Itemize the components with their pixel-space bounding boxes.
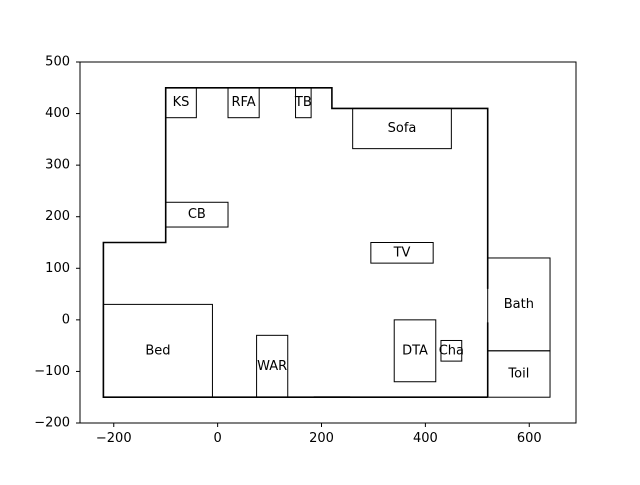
item-box-toil <box>487 350 551 398</box>
item-box-bed <box>102 303 213 398</box>
item-label-war: WAR <box>257 359 287 374</box>
y-tick-label: −100 <box>34 364 70 379</box>
item-label-cb: CB <box>188 207 206 222</box>
item-label-cha: Cha <box>439 343 464 358</box>
y-tick-label: 0 <box>62 312 70 327</box>
x-tick-label: −200 <box>96 431 132 446</box>
item-box-cb <box>165 201 229 228</box>
item-box-cha <box>440 339 463 362</box>
item-box-sofa <box>352 107 452 150</box>
y-tick-label: 100 <box>45 261 70 276</box>
y-tick-label: 500 <box>45 55 70 70</box>
item-label-rfa: RFA <box>231 95 255 110</box>
item-label-toil: Toil <box>507 367 529 382</box>
x-axis-ticks: −200 0 200 400 600 <box>96 423 542 446</box>
furniture-layer: KS RFA TB Sofa CB TV Bath Toil Bed WAR DTA Cha <box>102 87 551 398</box>
item-label-bed: Bed <box>145 343 170 358</box>
item-box-war <box>256 334 289 398</box>
item-box-ks <box>165 87 197 119</box>
item-label-tb: TB <box>294 95 312 110</box>
item-label-tv: TV <box>393 245 411 260</box>
x-tick-label: 0 <box>213 431 221 446</box>
x-tick-label: 400 <box>413 431 438 446</box>
item-label-ks: KS <box>173 95 190 110</box>
x-tick-label: 600 <box>517 431 542 446</box>
y-tick-label: 400 <box>45 106 70 121</box>
item-box-tb <box>295 87 312 119</box>
y-tick-label: 300 <box>45 158 70 173</box>
x-tick-label: 200 <box>309 431 334 446</box>
item-box-rfa <box>227 87 260 119</box>
axes-frame <box>79 61 577 424</box>
item-label-dta: DTA <box>402 343 428 358</box>
item-box-tv <box>370 242 434 264</box>
item-label-bath: Bath <box>504 297 534 312</box>
y-tick-label: −200 <box>34 416 70 431</box>
y-axis-ticks: 500 400 300 200 100 0 −100 −200 <box>34 55 80 431</box>
y-tick-label: 200 <box>45 209 70 224</box>
item-box-dta <box>393 319 437 383</box>
item-label-sofa: Sofa <box>388 121 417 136</box>
